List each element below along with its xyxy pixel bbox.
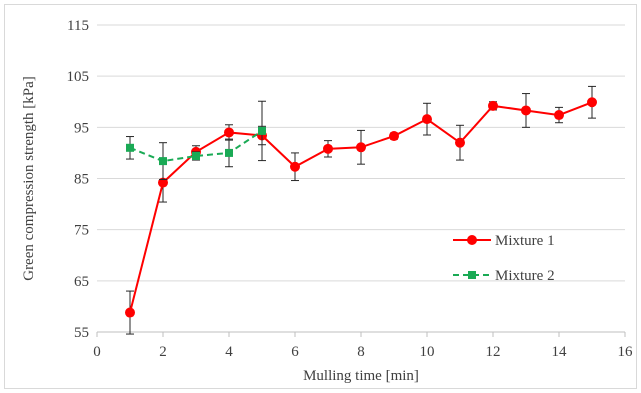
legend-label: Mixture 2 bbox=[495, 268, 555, 284]
data-point bbox=[389, 131, 399, 142]
y-tick-label: 95 bbox=[74, 120, 89, 136]
x-tick-label: 12 bbox=[486, 344, 501, 360]
data-point bbox=[126, 143, 134, 152]
y-tick-label: 75 bbox=[74, 223, 89, 239]
series-layer bbox=[125, 85, 597, 335]
legend: Mixture 1 Mixture 2 bbox=[453, 233, 555, 284]
x-tick-label: 6 bbox=[291, 344, 299, 360]
data-point bbox=[125, 307, 135, 318]
y-axis-title: Green compression strength [kPa] bbox=[21, 76, 37, 281]
legend-item: Mixture 2 bbox=[453, 268, 555, 284]
x-tick-label: 4 bbox=[225, 344, 233, 360]
y-tick-label: 85 bbox=[74, 172, 89, 188]
data-point bbox=[224, 127, 234, 138]
y-tick-label: 65 bbox=[74, 274, 89, 290]
data-point bbox=[587, 97, 597, 108]
data-point bbox=[258, 126, 266, 135]
x-tick-label: 14 bbox=[552, 344, 568, 360]
series-1 bbox=[125, 85, 597, 335]
data-point bbox=[521, 105, 531, 116]
series-line bbox=[129, 130, 263, 163]
y-tick-label: 105 bbox=[67, 69, 90, 85]
legend-label: Mixture 1 bbox=[495, 233, 555, 249]
series-2 bbox=[126, 100, 266, 181]
data-point bbox=[488, 100, 498, 111]
data-point bbox=[323, 143, 333, 154]
data-point bbox=[356, 142, 366, 153]
data-point bbox=[158, 177, 168, 188]
gridlines bbox=[97, 24, 625, 282]
x-tick-label: 8 bbox=[357, 344, 365, 360]
data-point bbox=[192, 151, 200, 160]
legend-item: Mixture 1 bbox=[453, 233, 555, 249]
x-tick-label: 2 bbox=[159, 344, 167, 360]
x-tick-label: 10 bbox=[420, 344, 435, 360]
legend-marker bbox=[468, 271, 476, 279]
x-tick-label: 0 bbox=[93, 344, 101, 360]
x-axis-title: Mulling time [min] bbox=[303, 368, 419, 384]
data-point bbox=[422, 114, 432, 125]
y-tick-label: 115 bbox=[67, 18, 89, 34]
data-point bbox=[554, 110, 564, 121]
x-tick-label: 16 bbox=[618, 344, 634, 360]
data-point bbox=[159, 157, 167, 166]
data-point bbox=[290, 161, 300, 172]
y-tick-label: 55 bbox=[74, 325, 89, 341]
axes: 55 65 75 85 95 105 115 0 2 4 6 8 10 12 14 16 bbox=[67, 18, 634, 360]
data-point bbox=[225, 148, 233, 157]
data-point bbox=[455, 137, 465, 148]
legend-marker bbox=[467, 235, 477, 245]
